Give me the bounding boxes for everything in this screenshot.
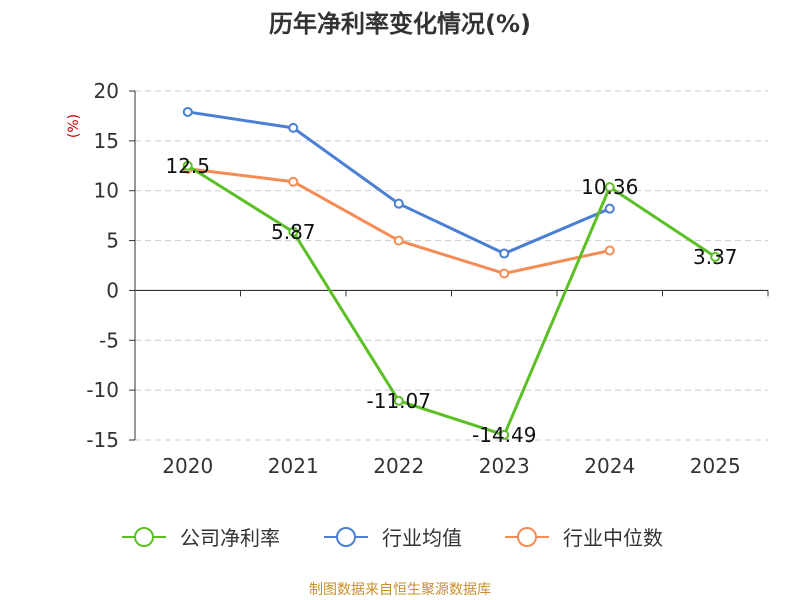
series-line-1 <box>187 110 611 256</box>
data-label: -14.49 <box>472 423 536 447</box>
data-point-s0-5 <box>710 251 721 262</box>
axis-layer: 20 15 10 5 0 -5 -10 -15 2020 2021 2022 2023 2024 2025 <box>86 79 769 478</box>
legend-label: 公司净利率 <box>180 526 280 550</box>
x-tick-label: 2023 <box>479 454 530 478</box>
series-layer <box>182 106 721 440</box>
y-tick-label: -10 <box>86 378 119 402</box>
y-tick-label: -5 <box>99 328 119 352</box>
data-point-s2-3 <box>499 268 510 279</box>
data-label: 3.37 <box>693 245 738 269</box>
data-point-s1-4 <box>604 203 615 214</box>
y-tick-label: 0 <box>106 278 119 302</box>
data-point-s1-1 <box>288 122 299 133</box>
data-label: 5.87 <box>271 220 316 244</box>
y-tick-label: 5 <box>106 229 119 253</box>
data-point-s2-1 <box>288 176 299 187</box>
data-point-s0-3 <box>499 429 510 440</box>
data-point-s0-1 <box>288 226 299 237</box>
series-line-2 <box>187 167 611 275</box>
chart-title: 历年净利率变化情况(%) <box>269 10 531 38</box>
legend: 公司净利率 行业均值 行业中位数 <box>122 526 663 550</box>
legend-marker-2 <box>517 527 537 547</box>
legend-label: 行业均值 <box>382 526 462 550</box>
data-point-s0-2 <box>393 395 404 406</box>
data-label: 10.36 <box>581 175 638 199</box>
data-point-s1-0 <box>182 106 193 117</box>
legend-label: 行业中位数 <box>563 526 663 550</box>
x-tick-label: 2021 <box>268 454 319 478</box>
legend-marker-0 <box>134 527 154 547</box>
grid-layer <box>135 90 768 441</box>
series-line-0 <box>186 164 717 437</box>
y-tick-label: -15 <box>86 428 119 452</box>
x-tick-label: 2020 <box>162 454 213 478</box>
y-tick-label: 20 <box>94 79 119 103</box>
data-point-s0-0 <box>182 160 193 171</box>
legend-marker-1 <box>336 527 356 547</box>
x-tick-label: 2024 <box>584 454 635 478</box>
data-point-s2-2 <box>393 235 404 246</box>
data-point-s0-4 <box>604 182 615 193</box>
data-label-layer: 12.5 5.87 -11.07 -14.49 10.36 3.37 <box>165 154 737 447</box>
y-tick-label: 15 <box>94 129 119 153</box>
data-point-s1-3 <box>499 248 510 259</box>
data-point-s2-4 <box>604 245 615 256</box>
data-point-s1-2 <box>393 198 404 209</box>
data-source-note: 制图数据来自恒生聚源数据库 <box>309 582 491 598</box>
data-label: 12.5 <box>165 154 210 178</box>
data-label: -11.07 <box>367 389 431 413</box>
y-axis-unit: (%) <box>66 114 82 138</box>
x-tick-label: 2025 <box>690 454 741 478</box>
y-tick-label: 10 <box>94 179 119 203</box>
x-tick-label: 2022 <box>373 454 424 478</box>
